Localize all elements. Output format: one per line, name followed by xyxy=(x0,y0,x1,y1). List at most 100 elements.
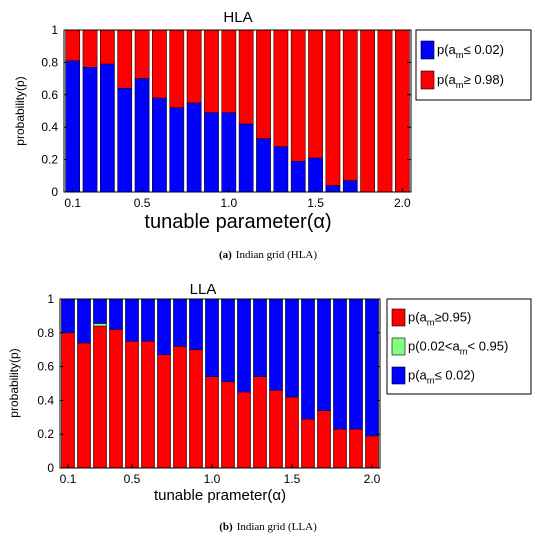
y-axis-label: probability(p) xyxy=(7,348,21,417)
bar-segment xyxy=(157,298,171,356)
y-tick-label: 0.8 xyxy=(41,55,58,69)
bar-segment xyxy=(308,157,323,193)
bar-segment xyxy=(117,88,133,193)
x-axis: 0.1 0.5 1.0 1.5 2.0 xyxy=(64,188,411,210)
bar-segment xyxy=(100,29,115,65)
bar-segment xyxy=(221,381,235,469)
legend-label: p(am≥0.95) xyxy=(408,310,471,328)
bar-segment xyxy=(308,29,323,159)
caption-text: Indian grid (LLA) xyxy=(237,521,317,533)
x-axis-label: tunable parameter(α) xyxy=(144,211,331,233)
bar-segment xyxy=(253,298,267,377)
chart-hla: HLA 0 0.2 0.4 0.6 0.8 1 0.1 0.5 1.0 1.5 2.0 proba… xyxy=(13,9,532,233)
bar-segment xyxy=(290,29,306,162)
bar-segment xyxy=(125,298,139,342)
caption-label: (b) xyxy=(219,521,233,533)
bar-segment xyxy=(125,341,139,469)
x-axis: 0.1 0.5 1.0 1.5 2.0 xyxy=(60,464,381,486)
caption-text: Indian grid (HLA) xyxy=(236,249,318,261)
legend-swatch xyxy=(420,70,435,90)
bar-segment xyxy=(333,298,347,430)
bar-segment xyxy=(189,349,203,469)
bar-segment xyxy=(173,346,187,469)
legend-swatch xyxy=(420,40,435,60)
bar-segment xyxy=(317,410,331,469)
bar-group xyxy=(65,29,410,193)
bar-group xyxy=(61,298,379,469)
y-tick-label: 0.6 xyxy=(37,360,54,374)
y-tick-label: 0.4 xyxy=(37,393,54,407)
x-tick-label: 0.1 xyxy=(64,196,81,210)
legend-label: p(am≤ 0.02) xyxy=(437,42,504,60)
bar-segment xyxy=(269,298,283,391)
legend: p(am≤ 0.02) p(am≥ 0.98) xyxy=(415,29,532,101)
legend-label: p(0.02<am< 0.95) xyxy=(408,339,508,357)
chart-title: HLA xyxy=(223,9,252,26)
bar-segment xyxy=(333,428,347,469)
y-tick-label: 0.8 xyxy=(37,326,54,340)
bar-segment xyxy=(93,298,107,324)
chart-title: LLA xyxy=(190,281,217,298)
bar-segment xyxy=(82,67,98,193)
bar-segment xyxy=(100,63,115,193)
x-tick-label: 0.5 xyxy=(134,196,151,210)
bar-segment xyxy=(169,107,185,193)
bar-segment xyxy=(93,323,107,327)
bar-segment xyxy=(152,29,167,99)
bar-segment xyxy=(186,29,202,104)
plot-frame xyxy=(59,298,381,469)
bar-segment xyxy=(325,185,341,193)
x-tick-label: 1.5 xyxy=(307,196,324,210)
y-tick-label: 0.6 xyxy=(41,88,58,102)
bar-segment xyxy=(173,298,187,347)
legend-swatch xyxy=(391,308,406,327)
y-axis: 0 0.2 0.4 0.6 0.8 1 xyxy=(41,23,411,199)
bar-segment xyxy=(365,298,379,437)
bar-segment xyxy=(109,329,123,469)
bar-segment xyxy=(349,298,363,430)
caption-b: (b) Indian grid (LLA) xyxy=(219,521,317,533)
bar-segment xyxy=(186,102,202,193)
bar-segment xyxy=(360,29,375,193)
bar-segment xyxy=(65,60,81,193)
bar-segment xyxy=(157,354,171,469)
legend-box xyxy=(386,298,532,395)
legend-label: p(am≤ 0.02) xyxy=(408,368,475,386)
legend-box xyxy=(415,29,532,101)
y-axis-label: probability(p) xyxy=(13,76,27,145)
bar-segment xyxy=(273,29,289,147)
bar-segment xyxy=(349,428,363,469)
bar-segment xyxy=(65,29,81,62)
bar-segment xyxy=(325,29,341,186)
bar-segment xyxy=(256,29,271,139)
bar-segment xyxy=(205,376,219,469)
bar-segment xyxy=(317,298,331,411)
bar-segment xyxy=(365,435,379,469)
bar-segment xyxy=(77,342,91,469)
bar-segment xyxy=(377,29,393,193)
bar-segment xyxy=(169,29,185,109)
caption-a: (a) Indian grid (HLA) xyxy=(219,249,317,261)
bar-segment xyxy=(285,396,299,469)
bar-segment xyxy=(301,418,315,469)
bar-segment xyxy=(204,29,219,113)
x-axis-label: tunable prameter(α) xyxy=(154,487,286,504)
bar-segment xyxy=(134,78,150,193)
caption-label: (a) xyxy=(219,249,232,261)
bar-segment xyxy=(221,29,237,113)
x-tick-label: 1.5 xyxy=(284,472,301,486)
bar-segment xyxy=(342,180,358,193)
y-tick-label: 0.4 xyxy=(41,120,58,134)
bar-segment xyxy=(301,298,315,420)
bar-segment xyxy=(290,160,306,193)
y-tick-label: 0.2 xyxy=(41,153,58,167)
bar-segment xyxy=(82,29,98,68)
bar-segment xyxy=(273,146,289,193)
y-tick-label: 0 xyxy=(47,461,54,475)
bar-segment xyxy=(253,376,267,469)
legend-swatch xyxy=(391,337,406,356)
y-tick-label: 1 xyxy=(51,23,58,37)
bar-segment xyxy=(204,112,219,193)
bar-segment xyxy=(109,298,123,330)
